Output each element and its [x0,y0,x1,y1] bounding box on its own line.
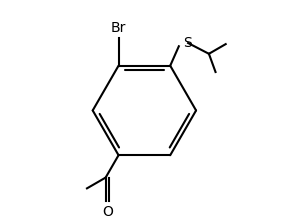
Text: S: S [183,36,192,50]
Text: Br: Br [111,21,126,35]
Text: O: O [102,205,113,218]
